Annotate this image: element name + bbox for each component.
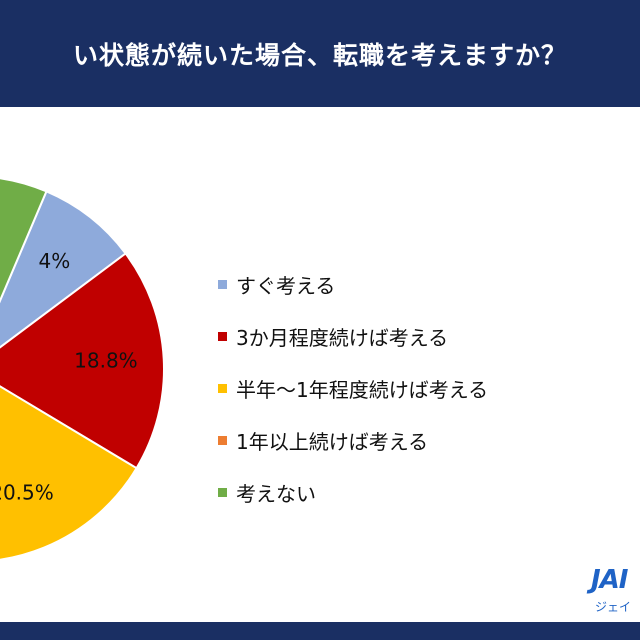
company-logo: JAI ジェイ xyxy=(585,565,640,615)
logo-mark: JAI xyxy=(591,565,628,595)
pie-slice xyxy=(0,177,48,304)
pie-slice xyxy=(0,252,165,470)
legend-item-3-months: 3か月程度続けば考える xyxy=(218,310,488,362)
legend-swatch xyxy=(218,487,227,497)
slice-data-label: 4% xyxy=(39,249,71,273)
legend-item-over-1-year: 1年以上続けば考える xyxy=(218,414,488,466)
legend: すぐ考える 3か月程度続けば考える 半年～1年程度続けば考える 1年以上続けば考… xyxy=(218,258,488,518)
legend-label: すぐ考える xyxy=(236,273,336,298)
logo-subtext: ジェイ xyxy=(595,600,632,614)
footer-bar xyxy=(0,622,640,640)
legend-swatch xyxy=(218,331,227,341)
legend-item-immediately: すぐ考える xyxy=(218,258,488,310)
legend-swatch xyxy=(218,383,227,393)
pie-slice xyxy=(0,190,128,349)
legend-item-not-consider: 考えない xyxy=(218,466,488,518)
legend-label: 3か月程度続けば考える xyxy=(236,325,449,350)
slice-data-label: 20.5% xyxy=(0,481,54,505)
header-banner: い状態が続いた場合、転職を考えますか？ xyxy=(0,0,640,107)
slice-data-label: 18.8% xyxy=(74,349,138,373)
pie-chart: 4% 18.8% 20.5% xyxy=(0,177,165,561)
legend-swatch xyxy=(218,279,227,289)
legend-item-half-to-1-year: 半年～1年程度続けば考える xyxy=(218,362,488,414)
legend-label: 1年以上続けば考える xyxy=(236,429,429,454)
chart-title: い状態が続いた場合、転職を考えますか？ xyxy=(72,41,567,70)
legend-label: 半年～1年程度続けば考える xyxy=(236,377,489,402)
legend-label: 考えない xyxy=(236,481,316,506)
pie-slice xyxy=(0,385,138,561)
legend-swatch xyxy=(218,435,227,445)
